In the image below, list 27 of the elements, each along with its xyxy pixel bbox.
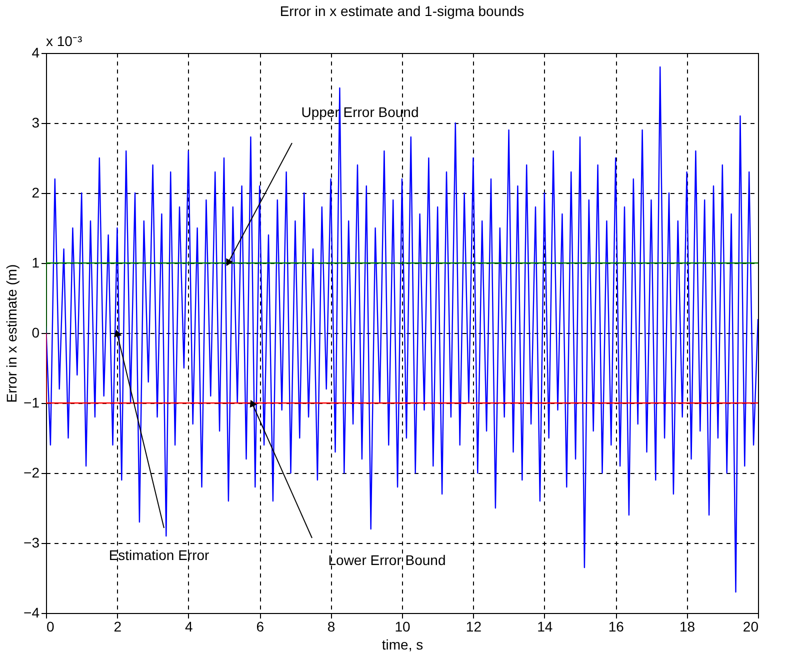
x-tick-label: 6 — [256, 618, 264, 634]
x-tick-label: 2 — [114, 618, 122, 634]
x-tick-label: 20 — [742, 618, 759, 634]
line-series — [46, 66, 758, 593]
y-tick-label: −1 — [24, 394, 40, 410]
annotation: Lower Error Bound — [328, 552, 446, 568]
y-tick-label: −2 — [24, 464, 40, 480]
y-axis-title: Error in x estimate (m) — [4, 264, 20, 403]
y-tick-label: 1 — [32, 254, 40, 270]
chart-title: Error in x estimate and 1-sigma bounds — [280, 3, 524, 19]
y-tick-label: −4 — [24, 604, 40, 620]
x-tick-label: 4 — [185, 618, 193, 634]
x-tick-label: 0 — [46, 618, 54, 634]
y-tick-label: 4 — [32, 44, 40, 60]
annotation: Estimation Error — [108, 547, 210, 563]
x-tick-label: 8 — [327, 618, 336, 634]
y-tick-label: 3 — [32, 114, 40, 130]
y-tick-label: −3 — [24, 534, 40, 550]
x-tick-label: 18 — [680, 618, 696, 634]
y-tick-label: 0 — [32, 324, 40, 340]
y-tick-label: 2 — [32, 184, 40, 200]
x-axis-title: time, s — [382, 636, 424, 652]
x-tick-label: 16 — [608, 618, 624, 634]
text: x 10⁻³ — [46, 33, 82, 49]
x-tick-label: 14 — [537, 618, 553, 634]
x-tick-label: 10 — [394, 618, 410, 634]
x-tick-label: 12 — [466, 618, 482, 634]
